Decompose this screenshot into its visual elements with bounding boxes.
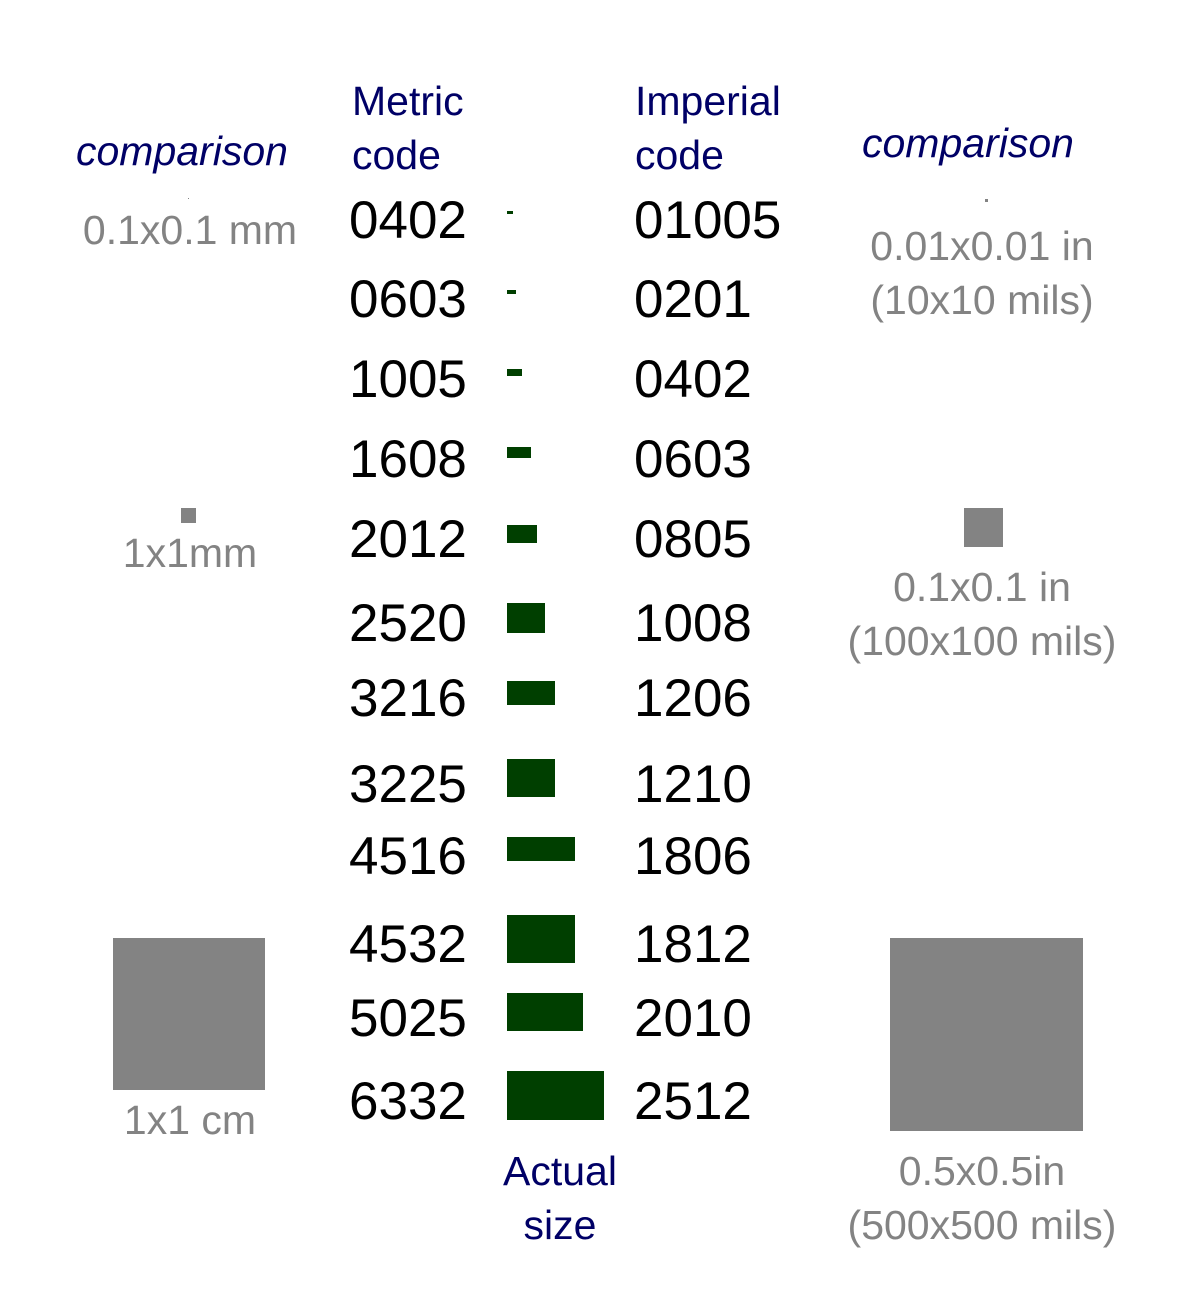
- metric-code-header: Metric code: [352, 74, 464, 182]
- comparison-label-line2: (500x500 mils): [847, 1202, 1117, 1248]
- metric-code: 3225: [349, 755, 467, 814]
- component-3225-actual-size: [507, 759, 555, 797]
- imperial-code: 01005: [634, 191, 782, 250]
- imperial-code: 1812: [634, 915, 752, 974]
- imperial-code: 0805: [634, 510, 752, 569]
- component-2520-actual-size: [507, 603, 545, 633]
- comparison-label: 1x1mm: [122, 530, 258, 576]
- imperial-code: 0201: [634, 270, 752, 329]
- comparison-label-line1: 0.1x0.1 in: [893, 564, 1071, 610]
- metric-code-header-line1: Metric: [352, 78, 464, 124]
- imperial-code: 1210: [634, 755, 752, 814]
- component-4532-actual-size: [507, 915, 575, 963]
- actual-size-label-line1: Actual: [503, 1148, 617, 1194]
- metric-code: 4532: [349, 915, 467, 974]
- component-1005-actual-size: [507, 369, 522, 376]
- component-2012-actual-size: [507, 525, 537, 543]
- imperial-code-header-line1: Imperial: [635, 78, 781, 124]
- imperial-code: 1206: [634, 669, 752, 728]
- comparison-label: 1x1 cm: [123, 1097, 257, 1143]
- comparison-label: 0.1x0.1 mm: [82, 207, 298, 253]
- metric-code: 5025: [349, 989, 467, 1048]
- comparison-square-1cm: [113, 938, 265, 1090]
- imperial-code: 2512: [634, 1072, 752, 1131]
- metric-code: 6332: [349, 1072, 467, 1131]
- comparison-square-0-1mm: [188, 198, 189, 199]
- comparison-square-0-5in: [890, 938, 1083, 1131]
- metric-code: 3216: [349, 669, 467, 728]
- comparison-label: 0.01x0.01 in (10x10 mils): [832, 219, 1132, 327]
- imperial-code: 2010: [634, 989, 752, 1048]
- comparison-square-1mm: [181, 508, 196, 523]
- imperial-code: 1008: [634, 594, 752, 653]
- actual-size-label: Actual size: [480, 1144, 640, 1252]
- component-0603-actual-size: [507, 290, 516, 294]
- metric-code: 2520: [349, 594, 467, 653]
- actual-size-label-line2: size: [523, 1202, 597, 1248]
- comparison-label-line2: (100x100 mils): [847, 618, 1117, 664]
- metric-code: 0603: [349, 270, 467, 329]
- comparison-label-line1: 0.01x0.01 in: [870, 223, 1094, 269]
- comparison-label: 0.5x0.5in (500x500 mils): [832, 1144, 1132, 1252]
- comparison-label-line2: (10x10 mils): [870, 277, 1094, 323]
- left-comparison-header: comparison: [76, 128, 288, 174]
- comparison-square-0-01in: [985, 199, 988, 202]
- imperial-code: 0603: [634, 430, 752, 489]
- imperial-code: 0402: [634, 350, 752, 409]
- metric-code: 4516: [349, 827, 467, 886]
- comparison-label-line1: 0.5x0.5in: [898, 1148, 1066, 1194]
- imperial-code-header-line2: code: [635, 132, 724, 178]
- metric-code: 1005: [349, 350, 467, 409]
- component-4516-actual-size: [507, 837, 575, 861]
- imperial-code-header: Imperial code: [635, 74, 781, 182]
- metric-code: 1608: [349, 430, 467, 489]
- metric-code: 2012: [349, 510, 467, 569]
- component-1608-actual-size: [507, 447, 531, 458]
- component-5025-actual-size: [507, 993, 583, 1031]
- component-3216-actual-size: [507, 681, 555, 705]
- metric-code: 0402: [349, 191, 467, 250]
- comparison-label: 0.1x0.1 in (100x100 mils): [832, 560, 1132, 668]
- component-0402-actual-size: [507, 211, 513, 214]
- metric-code-header-line2: code: [352, 132, 441, 178]
- component-6332-actual-size: [507, 1071, 604, 1120]
- imperial-code: 1806: [634, 827, 752, 886]
- right-comparison-header: comparison: [862, 120, 1074, 166]
- comparison-square-0-1in: [964, 508, 1003, 547]
